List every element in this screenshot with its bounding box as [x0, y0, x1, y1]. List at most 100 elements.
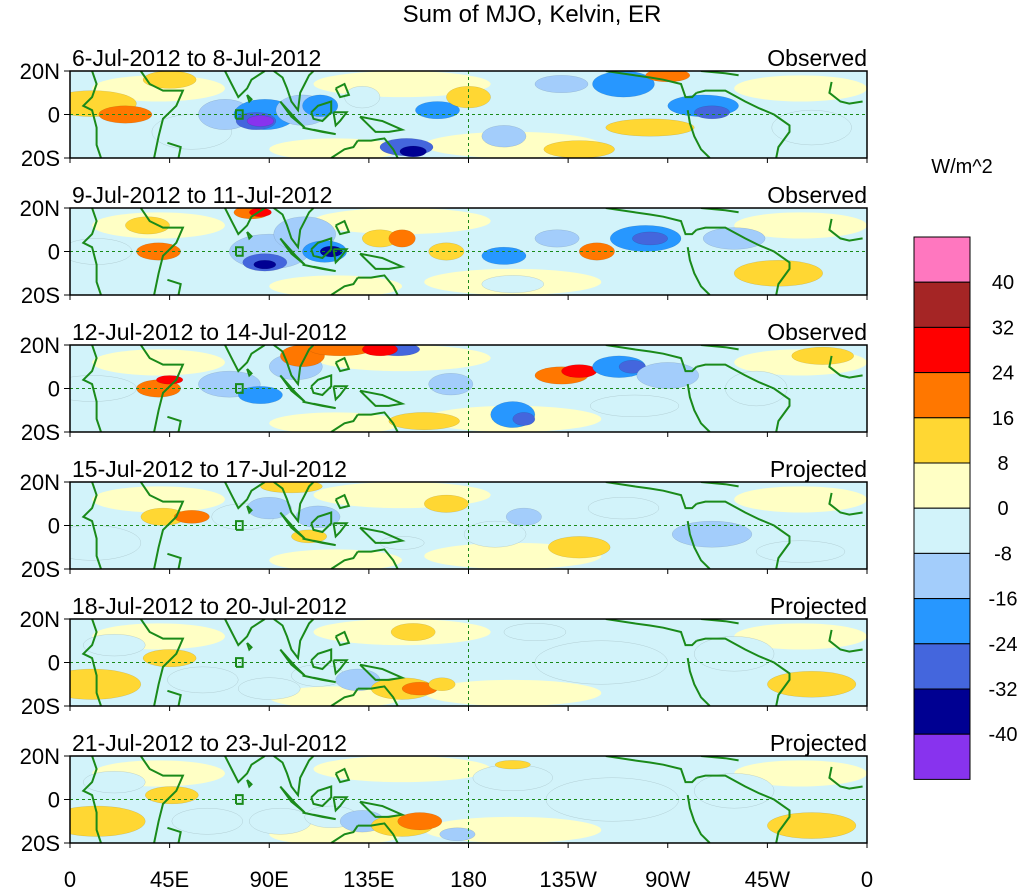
anomaly-contour: [83, 633, 146, 657]
coastline: [330, 277, 359, 295]
anomaly-contour: [156, 375, 184, 385]
coastline: [334, 219, 351, 236]
colorbar-label: 8: [997, 453, 1008, 475]
coastline: [302, 400, 336, 410]
coastline: [167, 826, 182, 843]
coastline: [334, 82, 351, 99]
anomaly-contour: [767, 812, 857, 839]
coastline: [273, 756, 315, 798]
anomaly-contour: [70, 525, 142, 561]
colorbar-swatch: [913, 236, 971, 283]
panel-type-label: Observed: [767, 182, 867, 208]
colorbar-swatch: [913, 281, 971, 328]
coastline: [246, 368, 253, 378]
colorbar-label: 24: [992, 363, 1014, 385]
anomaly-contour: [481, 125, 527, 148]
x-tick-label: 90E: [250, 867, 289, 889]
coastline: [81, 482, 102, 569]
anomaly-contour: [390, 623, 436, 641]
anomaly-contour: [734, 75, 867, 102]
coastline: [302, 811, 336, 821]
anomaly-contour: [428, 677, 456, 692]
coastline: [81, 619, 102, 706]
colorbar-label: -16: [989, 589, 1018, 611]
coastline: [224, 71, 266, 99]
colorbar-units: W/m^2: [931, 156, 993, 178]
coastline: [828, 218, 863, 242]
colorbar-swatch: [913, 552, 971, 600]
coastline: [605, 756, 698, 784]
colorbar-label: 40: [992, 272, 1014, 294]
y-tick-label: 20S: [21, 283, 60, 308]
panel-date-range: 18-Jul-2012 to 20-Jul-2012: [72, 593, 347, 619]
panel-type-label: Projected: [770, 730, 867, 756]
coastline: [310, 374, 333, 397]
anomaly-contour: [171, 807, 243, 835]
coastline: [273, 482, 315, 524]
coastline: [686, 520, 711, 569]
y-tick-label: 20S: [21, 420, 60, 445]
x-tick-label: 90W: [645, 867, 690, 889]
anomaly-contour: [734, 760, 867, 787]
anomaly-contour: [756, 540, 846, 563]
coastline: [235, 520, 244, 531]
anomaly-contour: [142, 649, 197, 668]
coastline: [139, 208, 185, 295]
y-tick-label: 20N: [20, 744, 60, 769]
coastline: [359, 252, 406, 270]
coastline: [828, 766, 863, 790]
anomaly-contour: [428, 242, 465, 261]
x-tick-label: 45W: [745, 867, 790, 889]
panel-type-label: Observed: [767, 45, 867, 71]
colorbar-swatch: [913, 372, 971, 419]
coastline: [357, 274, 399, 295]
panel-type-label: Projected: [770, 456, 867, 482]
coastline: [167, 415, 182, 432]
coastline: [828, 629, 863, 653]
coastline: [167, 552, 182, 569]
coastline: [686, 247, 711, 295]
coastline: [224, 345, 266, 373]
panel-type-label: Projected: [770, 593, 867, 619]
colorbar-swatch: [913, 326, 971, 374]
anomaly-contour: [269, 412, 403, 432]
anomaly-contour: [167, 666, 239, 694]
anomaly-contour: [253, 259, 277, 270]
anomaly-contour: [592, 71, 655, 98]
coastline: [167, 141, 182, 158]
coastline: [696, 226, 791, 295]
y-tick-label: 0: [48, 788, 60, 813]
coastline: [310, 100, 333, 123]
colorbar-label: 0: [997, 498, 1008, 520]
coastline: [359, 526, 406, 544]
x-axis: 0 45E 90E 135E 180 135W 90W 45W 0: [64, 867, 873, 889]
anomaly-contour: [428, 373, 474, 396]
anomaly-contour: [694, 105, 730, 120]
coastline: [167, 278, 182, 295]
anomaly-contour: [590, 394, 680, 418]
coastline: [224, 619, 266, 647]
anomaly-contour: [512, 412, 536, 426]
panel-date-range: 6-Jul-2012 to 8-Jul-2012: [72, 45, 321, 71]
anomaly-contour: [578, 242, 615, 261]
y-tick-label: 20N: [20, 607, 60, 632]
y-tick-label: 20S: [21, 557, 60, 582]
anomaly-contour: [249, 807, 312, 835]
anomaly-contour: [269, 686, 403, 706]
anomaly-contour: [397, 812, 443, 831]
y-tick-label: 0: [48, 514, 60, 539]
chart-title: Sum of MJO, Kelvin, ER: [403, 1, 662, 28]
anomaly-contour: [313, 208, 491, 235]
coastline: [139, 619, 185, 706]
coastline: [686, 657, 711, 706]
coastline: [224, 208, 266, 236]
anomaly-contour: [702, 227, 766, 250]
anomaly-contour: [70, 805, 146, 837]
anomaly-contour: [238, 386, 283, 404]
coastline: [302, 537, 336, 547]
coastline: [273, 208, 315, 250]
colorbar-label: 32: [992, 317, 1014, 339]
coastline: [334, 356, 351, 373]
coastline: [302, 126, 336, 136]
